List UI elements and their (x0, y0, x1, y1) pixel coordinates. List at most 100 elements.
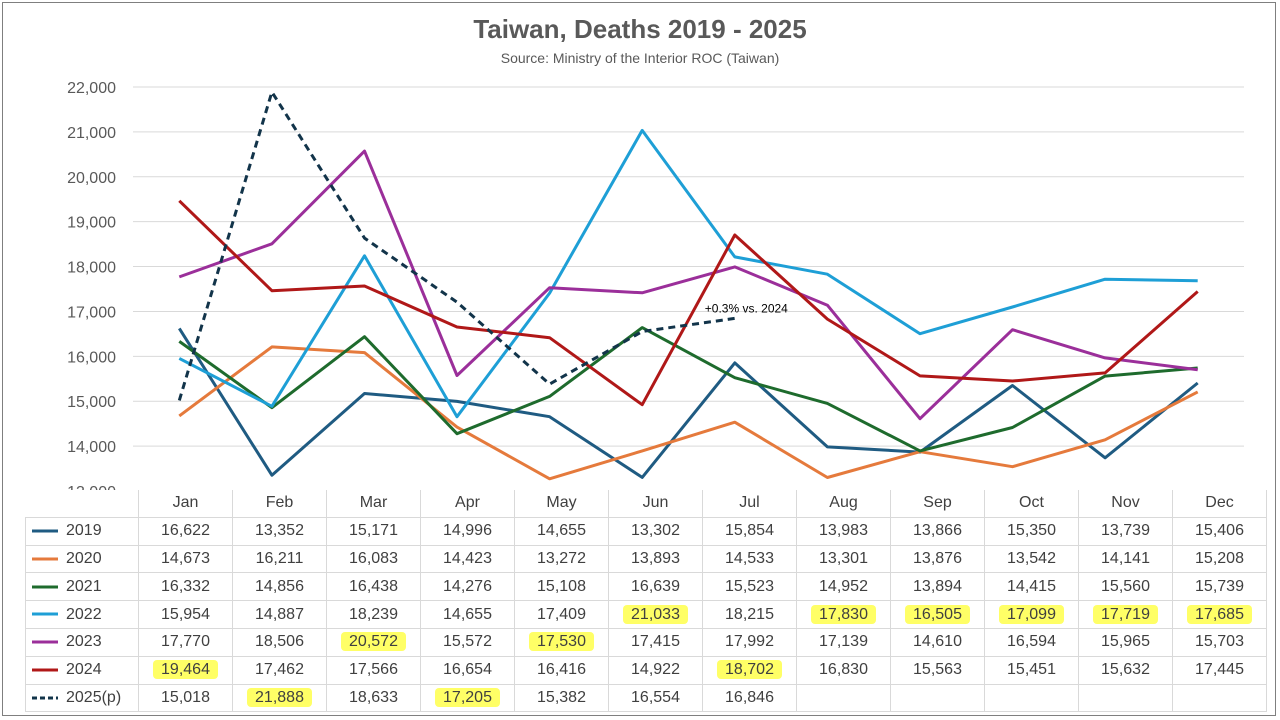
series-line-2020 (178, 345, 1199, 481)
data-cell: 14,887 (232, 600, 327, 629)
legend-entry: 2020 (25, 544, 139, 574)
highlighted-value: 17,099 (999, 604, 1064, 624)
legend-key (32, 640, 58, 644)
data-cell: 15,739 (1172, 572, 1267, 602)
line-chart: 13,000 14,000 15,000 16,000 17,000 18,000 19,0… (67, 80, 1244, 490)
data-cell: 21,888 (232, 683, 327, 713)
data-cell: 15,451 (984, 655, 1079, 685)
gridlines (133, 86, 1244, 447)
y-tick-label: 14,000 (67, 439, 116, 456)
series-line-2019 (178, 327, 1199, 479)
legend-label: 2020 (66, 549, 102, 567)
data-cell: 15,965 (1078, 627, 1173, 657)
data-cell: 14,922 (608, 655, 703, 685)
data-cell: 17,139 (796, 627, 891, 657)
chart-subtitle: Source: Ministry of the Interior ROC (Ta… (500, 50, 780, 66)
data-cell: 16,505 (890, 600, 985, 629)
data-cell: 14,533 (702, 544, 797, 574)
data-cell: 17,530 (514, 627, 609, 657)
data-cell: 13,894 (890, 572, 985, 602)
data-cell (984, 683, 1079, 713)
y-tick-label: 21,000 (67, 125, 116, 142)
series-line-2024 (178, 199, 1199, 407)
data-cell: 16,211 (232, 544, 327, 574)
data-cell: 16,438 (326, 572, 421, 602)
data-cell: 15,350 (984, 516, 1079, 546)
data-cell: 13,272 (514, 544, 609, 574)
x-category-label: Jul (702, 490, 797, 518)
data-cell: 15,208 (1172, 544, 1267, 574)
highlighted-value: 21,033 (623, 604, 688, 624)
highlighted-value: 17,530 (529, 632, 594, 652)
data-cell: 13,302 (608, 516, 703, 546)
highlighted-value: 19,464 (153, 660, 218, 680)
data-cell: 17,992 (702, 627, 797, 657)
data-cell: 15,560 (1078, 572, 1173, 602)
data-cell (1172, 683, 1267, 713)
data-cell: 17,685 (1172, 600, 1267, 629)
data-cell: 18,239 (326, 600, 421, 629)
y-tick-label: 17,000 (67, 304, 116, 321)
legend-entry: 2023 (25, 627, 139, 657)
data-table-header-row: Jan Feb Mar Apr May Jun Jul Aug Sep Oct Nov Dec (26, 490, 1267, 518)
highlighted-value: 17,685 (1187, 604, 1252, 624)
x-category-label: Dec (1172, 490, 1267, 518)
x-category-label: Mar (326, 490, 421, 518)
table-row: 2025(p) 15,018 21,888 18,633 17,205 15,382 16,… (25, 683, 1267, 713)
legend-key (32, 612, 58, 616)
data-cell: 15,406 (1172, 516, 1267, 546)
chart-title: Taiwan, Deaths 2019 - 2025 (473, 14, 807, 44)
highlighted-value: 17,830 (811, 604, 876, 624)
legend-entry: 2019 (25, 516, 139, 546)
data-cell: 14,276 (420, 572, 515, 602)
legend-label: 2022 (66, 605, 102, 623)
series-lines (177, 90, 1199, 481)
table-row: 2022 15,954 14,887 18,239 14,655 17,409 21,033… (25, 600, 1267, 629)
data-cell: 16,622 (138, 516, 233, 546)
data-cell: 20,572 (326, 627, 421, 657)
data-cell: 14,673 (138, 544, 233, 574)
data-cell: 15,382 (514, 683, 609, 713)
legend-entry: 2022 (25, 600, 139, 629)
data-cell: 14,655 (514, 516, 609, 546)
y-axis-tick-labels: 13,000 14,000 15,000 16,000 17,000 18,000 19,0… (67, 80, 116, 490)
y-tick-label: 15,000 (67, 394, 116, 411)
legend-entry: 2025(p) (25, 683, 139, 713)
x-category-label: Oct (984, 490, 1079, 518)
y-tick-label: 22,000 (67, 80, 116, 97)
data-cell: 15,954 (138, 600, 233, 629)
data-cell: 13,739 (1078, 516, 1173, 546)
data-cell: 16,639 (608, 572, 703, 602)
data-cell: 13,876 (890, 544, 985, 574)
legend-label: 2023 (66, 633, 102, 651)
data-cell: 13,301 (796, 544, 891, 574)
annotations: +0.3% vs. 2024 (705, 301, 788, 315)
data-cell: 18,506 (232, 627, 327, 657)
data-cell: 16,083 (326, 544, 421, 574)
data-cell: 18,215 (702, 600, 797, 629)
data-cell: 14,655 (420, 600, 515, 629)
data-cell: 17,462 (232, 655, 327, 685)
y-tick-label: 18,000 (67, 260, 116, 277)
legend-label: 2024 (66, 661, 102, 679)
highlighted-value: 20,572 (341, 632, 406, 652)
data-cell: 19,464 (138, 655, 233, 685)
table-corner (26, 490, 139, 517)
data-cell: 15,018 (138, 683, 233, 713)
y-tick-label: 16,000 (67, 349, 116, 366)
data-cell: 17,719 (1078, 600, 1173, 629)
data-cell: 16,654 (420, 655, 515, 685)
legend-label: 2021 (66, 577, 102, 595)
annotation-label: +0.3% vs. 2024 (705, 301, 788, 315)
data-cell: 14,423 (420, 544, 515, 574)
data-cell: 17,415 (608, 627, 703, 657)
table-row: 2020 14,673 16,211 16,083 14,423 13,272 13,893… (25, 544, 1267, 574)
series-line-2023 (178, 149, 1198, 421)
legend-key (32, 529, 58, 533)
data-cell: 15,523 (702, 572, 797, 602)
x-category-label: Aug (796, 490, 891, 518)
y-tick-label: 19,000 (67, 215, 116, 232)
data-cell (890, 683, 985, 713)
legend-entry: 2024 (25, 655, 139, 685)
